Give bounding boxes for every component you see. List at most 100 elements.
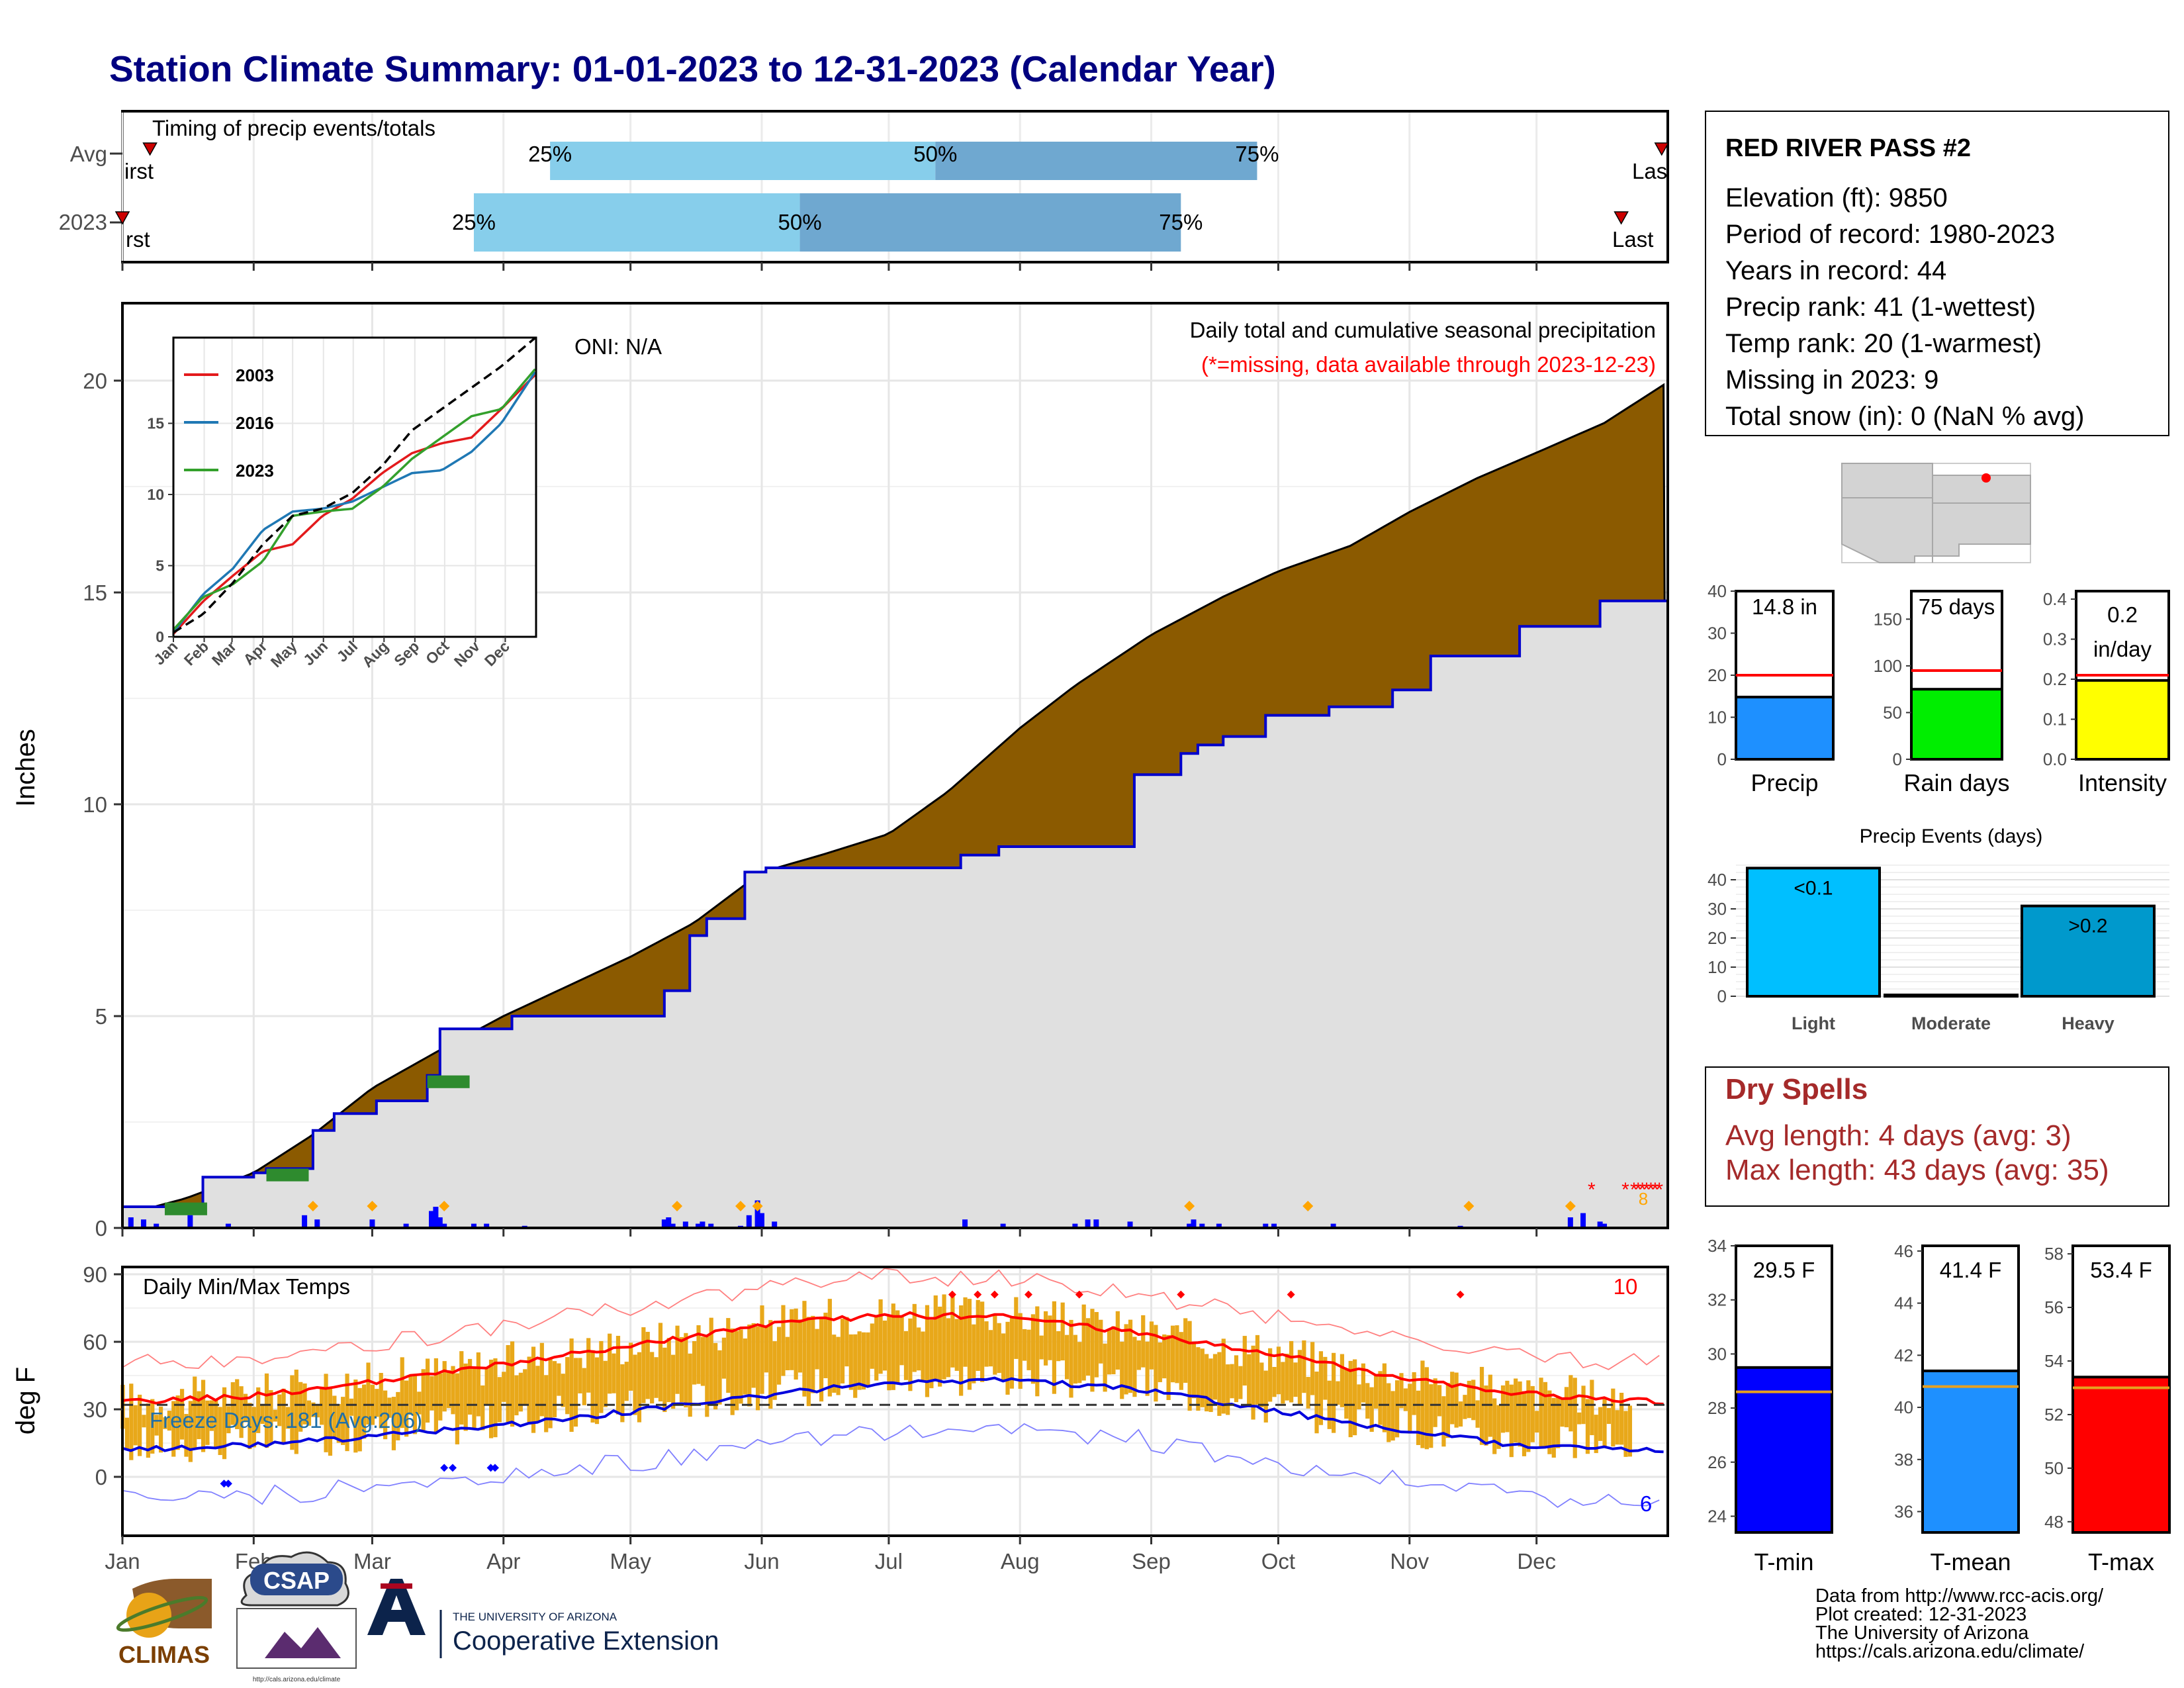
temp-y-tick-label: 30	[83, 1397, 107, 1422]
summary-bar-tick-label: 0.2	[2043, 669, 2067, 689]
temp-range-bar	[1099, 1319, 1103, 1364]
temp-range-bar	[235, 1379, 240, 1429]
temp-range-bar	[866, 1332, 870, 1386]
temp-range-bar	[899, 1317, 904, 1366]
temp-range-bar	[171, 1401, 176, 1457]
daily-precip-bar	[1093, 1219, 1099, 1228]
temp-range-bar	[1285, 1354, 1289, 1401]
temp-range-bar	[950, 1295, 955, 1368]
temp-range-bar	[345, 1374, 349, 1452]
month-tick-label: Jul	[875, 1549, 903, 1573]
summary-bar-intensity: 0.0 0.1 0.2 0.3 0.4 0.2 in/day Intensity	[2043, 589, 2170, 796]
record-low-marker	[486, 1464, 495, 1472]
temp-range-bar	[650, 1352, 655, 1404]
temp-range-bar	[1272, 1366, 1277, 1397]
temp-range-bar	[1212, 1354, 1218, 1400]
temp-summary-tick-label: 24	[1707, 1506, 1727, 1526]
precip-y-tick-label: 20	[83, 369, 107, 393]
temp-range-bar	[582, 1368, 586, 1405]
missing-day-marker: *	[1651, 1179, 1659, 1201]
temp-range-bar	[565, 1357, 570, 1415]
temp-range-bar	[903, 1331, 909, 1380]
temp-range-bar	[375, 1389, 379, 1417]
temp-summary-t-mean: 36 38 40 42 44 46 41.4 F T-mean	[1894, 1241, 2020, 1575]
temp-range-bar	[751, 1323, 756, 1388]
temp-range-bar	[535, 1366, 540, 1423]
temp-range-bar	[1226, 1364, 1230, 1415]
temp-range-bar	[353, 1380, 358, 1453]
footer-university: The University of Arizona	[1815, 1622, 2029, 1644]
temp-range-bar	[1238, 1366, 1243, 1399]
temp-range-bar	[1183, 1318, 1188, 1383]
temp-summary-tick-label: 46	[1894, 1241, 1913, 1261]
temp-range-bar	[243, 1393, 248, 1423]
temp-range-bar	[662, 1347, 667, 1413]
temp-range-bar	[684, 1333, 688, 1408]
daily-precip-bar	[369, 1219, 375, 1228]
summary-bar-tick-label: 40	[1707, 581, 1727, 601]
snow-marker	[752, 1201, 763, 1211]
daily-precip-bar	[1602, 1223, 1608, 1228]
temp-range-bar	[256, 1387, 261, 1433]
temp-range-bar	[188, 1401, 193, 1462]
temp-range-bar	[1627, 1405, 1633, 1457]
temp-summary-label: T-mean	[1930, 1548, 2011, 1575]
temp-range-bar	[997, 1323, 1001, 1374]
temp-range-bar	[1408, 1383, 1412, 1434]
station-period: Period of record: 1980-2023	[1725, 220, 2055, 249]
daily-precip-bar	[403, 1223, 409, 1228]
precip-y-tick-label: 0	[95, 1216, 107, 1241]
record-low-marker	[448, 1464, 457, 1472]
temp-range-bar	[1433, 1378, 1437, 1427]
temp-range-bar	[488, 1359, 494, 1438]
temp-summary-tick-label: 58	[2044, 1244, 2064, 1264]
temp-range-bar	[1318, 1351, 1324, 1425]
events-y-tick-label: 40	[1707, 870, 1727, 890]
timing-row-avg-label: Avg	[70, 142, 107, 166]
temp-range-bar	[1170, 1325, 1175, 1383]
record-high-marker	[1456, 1290, 1465, 1299]
temp-range-bar	[1572, 1378, 1577, 1458]
temp-range-bar	[1018, 1313, 1023, 1389]
temp-summary-label: T-max	[2088, 1548, 2154, 1575]
month-tick-label: Apr	[486, 1549, 520, 1573]
dry-spells-title: Dry Spells	[1725, 1073, 1868, 1105]
summary-bar-value-label: 14.8 in	[1752, 594, 1817, 619]
temp-range-bar	[1560, 1397, 1565, 1427]
timing-bars: 25% 50% 75% irst Las 25% 50% 75% rst Last	[114, 142, 1670, 252]
record-high-marker	[948, 1290, 956, 1299]
temp-summary-value-bar	[2071, 1376, 2171, 1534]
summary-bar-tick-label: 100	[1874, 656, 1902, 676]
temp-range-bar	[735, 1331, 739, 1411]
missing-day-marker: *	[1639, 1179, 1647, 1201]
footer-created: Plot created: 12-31-2023	[1815, 1604, 2026, 1625]
temp-range-bar	[1158, 1342, 1162, 1382]
year-cumulative-area	[121, 599, 1669, 1229]
temp-range-bar	[1518, 1381, 1522, 1447]
daily-precip-bar	[1580, 1213, 1586, 1228]
station-missing: Missing in 2023: 9	[1725, 365, 1938, 395]
temp-range-bar	[802, 1301, 807, 1397]
temp-range-bar	[1336, 1381, 1340, 1405]
temp-range-bar	[1619, 1393, 1624, 1445]
footer-url: https://cals.arizona.edu/climate/	[1815, 1641, 2085, 1662]
temp-range-bar	[158, 1406, 163, 1453]
temp-range-bar	[1128, 1319, 1133, 1393]
inset-series-2003	[172, 374, 536, 635]
temp-range-bar	[891, 1303, 895, 1390]
events-y-tick-label: 20	[1707, 928, 1727, 948]
temp-range-bar	[179, 1389, 185, 1440]
daily-precip-bar	[962, 1219, 968, 1228]
temp-range-bar	[823, 1313, 828, 1378]
inset-series-average	[173, 337, 536, 634]
temp-summary-tick-label: 50	[2044, 1458, 2064, 1478]
record-low-marker	[440, 1464, 449, 1472]
inset-y-tick-label: 15	[147, 415, 164, 432]
snow-marker	[672, 1201, 683, 1211]
temp-range-bar	[790, 1309, 794, 1370]
events-y-tick-label: 30	[1707, 899, 1727, 919]
temp-range-bar	[768, 1320, 773, 1409]
precip-y-axis: 0 5 10 15 20	[83, 262, 1538, 1241]
temp-range-bar	[1382, 1363, 1387, 1432]
daily-precip-bar	[154, 1223, 159, 1228]
